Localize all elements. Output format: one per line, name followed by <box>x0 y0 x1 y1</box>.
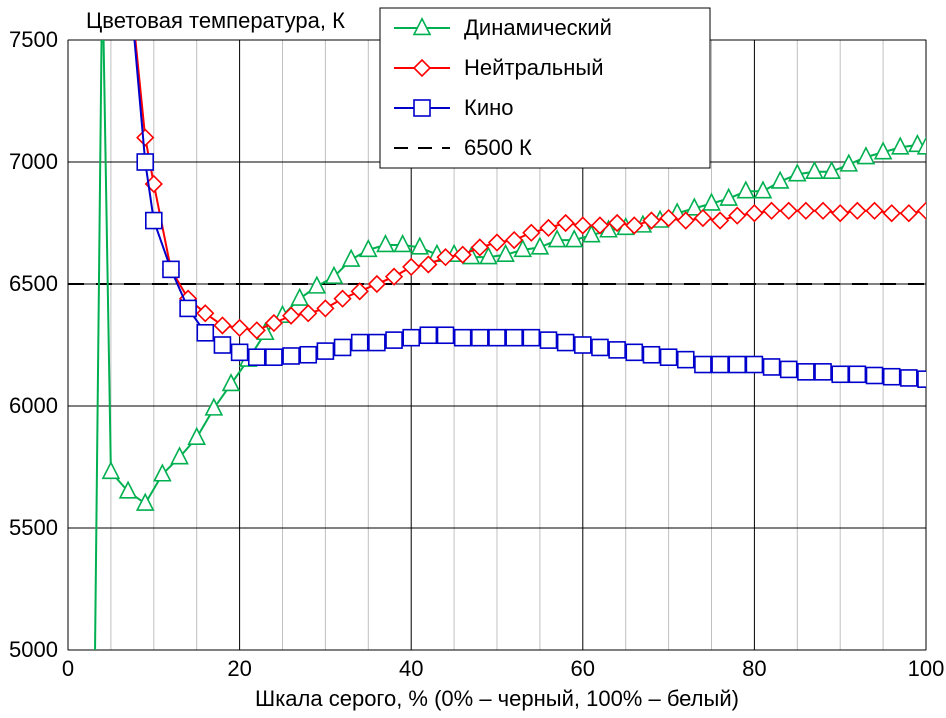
x-tick-label: 40 <box>399 656 423 681</box>
color-temperature-chart: 0 20 40 60 80 100 5000 5500 6000 6500 7000 7500 Цвет… <box>0 0 946 718</box>
legend-item-label: Кино <box>464 95 514 120</box>
y-tick-label: 7500 <box>9 27 58 52</box>
legend-item-label: Динамический <box>464 15 612 40</box>
legend-item-label: 6500 К <box>464 135 532 160</box>
x-tick-label: 20 <box>227 656 251 681</box>
y-tick-label: 6000 <box>9 393 58 418</box>
x-tick-label: 100 <box>908 656 945 681</box>
y-axis-label: Цветовая температура, К <box>86 8 345 33</box>
legend: Динамический Нейтральный Кино 6500 К <box>380 8 710 168</box>
legend-item-label: Нейтральный <box>464 55 604 80</box>
y-tick-label: 5500 <box>9 515 58 540</box>
x-axis-label: Шкала серого, % (0% – черный, 100% – бел… <box>255 686 739 711</box>
y-tick-label: 7000 <box>9 149 58 174</box>
x-tick-label: 0 <box>62 656 74 681</box>
x-tick-label: 80 <box>742 656 766 681</box>
x-tick-label: 60 <box>571 656 595 681</box>
y-tick-label: 6500 <box>9 271 58 296</box>
y-tick-label: 5000 <box>9 637 58 662</box>
